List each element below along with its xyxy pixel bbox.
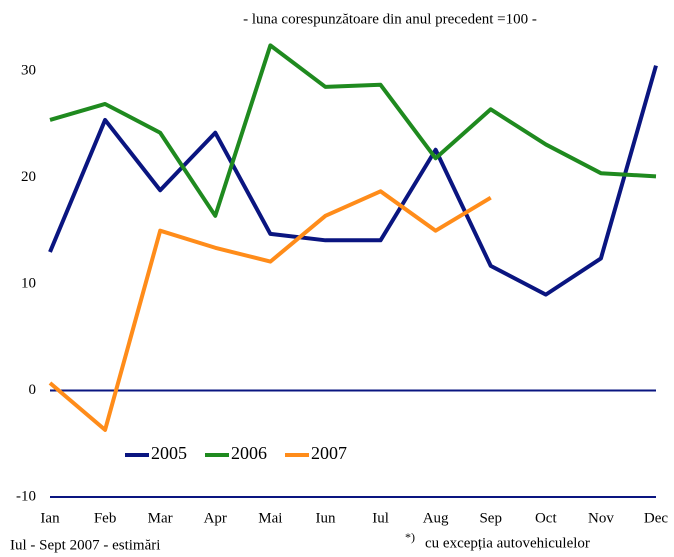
x-tick-label: Apr [204,510,227,526]
x-tick-label: Iun [315,510,335,526]
x-tick-label: Mar [148,510,173,526]
legend-label: 2006 [231,443,267,463]
y-tick-label: 0 [29,382,37,398]
y-tick-label: -10 [16,488,36,504]
series-line [48,189,492,432]
x-tick-label: Iul [372,510,389,526]
footnote-marker: *) [405,530,415,544]
x-tick-label: Mai [258,510,282,526]
x-tick-label: Sep [479,510,502,526]
legend-label: 2007 [311,443,347,463]
x-tick-label: Aug [423,510,449,526]
x-tick-label: Nov [588,510,614,526]
x-tick-label: Oct [535,510,557,526]
y-tick-label: 20 [21,169,36,185]
legend-label: 2005 [151,443,187,463]
footnote: Iul - Sept 2007 - estimări [10,537,160,553]
series-line [49,43,657,218]
x-tick-label: Dec [644,510,668,526]
x-tick-label: Feb [94,510,117,526]
y-tick-label: 10 [21,275,36,291]
footnote: cu excepția autovehiculelor [425,535,590,551]
chart-subtitle: - luna corespunzătoare din anul preceden… [243,11,537,27]
series-line [48,65,658,297]
x-tick-label: Ian [40,510,60,526]
y-tick-label: 30 [21,62,36,78]
